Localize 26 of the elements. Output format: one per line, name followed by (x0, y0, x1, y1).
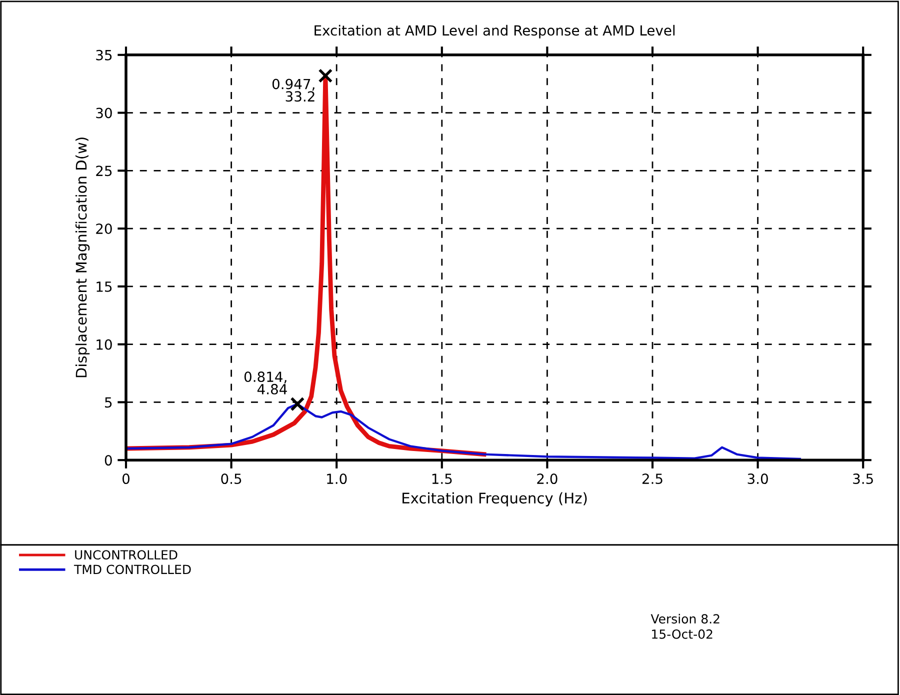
y-tick-label: 5 (105, 397, 112, 408)
x-tick-label: 2.5 (642, 474, 662, 484)
y-tick-label: 25 (96, 166, 112, 176)
x-tick-label: 1.5 (432, 474, 452, 484)
x-tick-label: 1.0 (327, 474, 347, 484)
annotation: 0.947, 33.2 (272, 78, 314, 102)
annotation: 0.814, 4.84 (244, 372, 287, 394)
legend-label: UNCONTROLLED (75, 550, 178, 560)
y-tick-label: 10 (96, 339, 112, 350)
text: Version 8.2 (650, 614, 720, 624)
legend-label: TMD CONTROLLED (74, 564, 191, 574)
x-tick-label: 3.5 (853, 474, 873, 484)
y-tick-label: 20 (96, 224, 112, 234)
line-series (126, 402, 802, 460)
y-axis-title: Displacement Magnification D(w) (75, 138, 90, 378)
y-tick-label: 0 (104, 455, 112, 466)
y-tick-label: 35 (96, 50, 112, 60)
text: 15-Oct-02 (652, 629, 712, 639)
x-tick-label: 0 (122, 474, 130, 484)
y-tick-label: 15 (96, 282, 112, 292)
x-tick-label: 0.5 (221, 474, 242, 484)
x-tick-label: 2.0 (537, 474, 558, 484)
x-axis-title: Excitation Frequency (Hz) (402, 492, 587, 506)
x-tick-label: 3.0 (748, 474, 768, 484)
y-tick-label: 30 (96, 108, 112, 118)
chart-title: Excitation at AMD Level and Response at AMD Level (314, 24, 675, 38)
